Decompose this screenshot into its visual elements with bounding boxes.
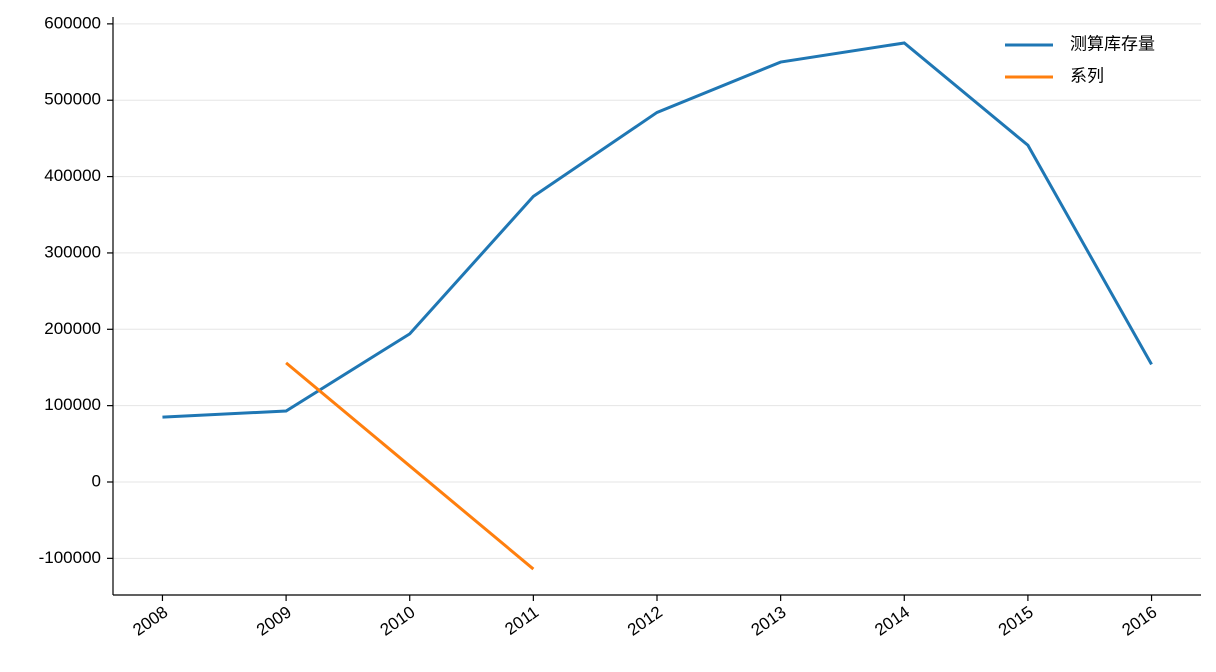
y-tick-label: 400000 (44, 166, 101, 185)
y-tick-label: 500000 (44, 90, 101, 109)
x-tick-label: 2010 (377, 602, 419, 639)
x-tick-label: 2011 (501, 602, 542, 639)
x-tick-label: 2013 (748, 602, 790, 639)
legend-label: 系列 (1070, 66, 1104, 85)
x-tick-label: 2015 (995, 602, 1037, 639)
y-tick-label: 600000 (44, 13, 101, 32)
x-tick-label: 2014 (871, 602, 913, 639)
legend-label: 测算库存量 (1070, 34, 1155, 53)
x-tick-label: 2009 (253, 602, 295, 639)
x-tick-label: 2016 (1119, 602, 1161, 639)
line (285, 361, 535, 571)
line (162, 41, 1153, 419)
y-tick-label: 0 (92, 471, 101, 490)
x-tick-label: 2012 (624, 602, 666, 639)
y-tick-label: 100000 (44, 395, 101, 414)
y-tick-label: -100000 (39, 548, 101, 567)
y-tick-label: 300000 (44, 242, 101, 261)
x-tick-label: 2008 (129, 602, 171, 639)
y-tick-label: 200000 (44, 319, 101, 338)
